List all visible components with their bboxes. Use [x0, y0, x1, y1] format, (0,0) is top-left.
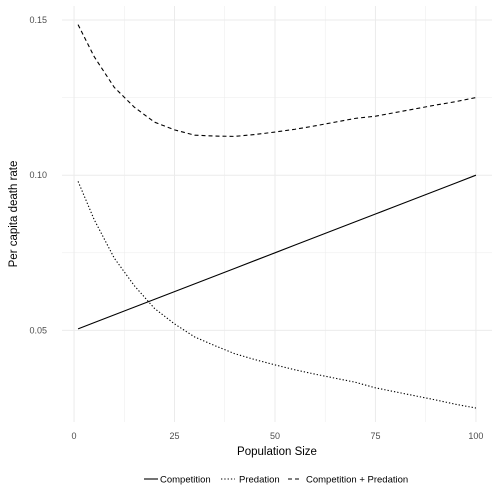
y-tick-label: 0.05	[29, 325, 47, 335]
y-tick-label: 0.15	[29, 15, 47, 25]
x-tick-label: 100	[468, 431, 483, 441]
x-tick-label: 25	[170, 431, 180, 441]
series-line-competition-predation	[77, 24, 477, 137]
series-line-predation	[77, 181, 477, 409]
x-tick-label: 0	[72, 431, 77, 441]
legend-label: Competition	[160, 475, 211, 486]
legend-label: Predation	[239, 475, 280, 486]
series-line-competition	[77, 174, 477, 330]
y-tick-label: 0.10	[29, 170, 47, 180]
grid	[62, 6, 492, 422]
x-tick-label: 75	[370, 431, 380, 441]
legend: Competition Predation Competition + Predat…	[144, 475, 408, 486]
x-tick-label: 50	[270, 431, 280, 441]
y-axis-title: Per capita death rate	[8, 161, 20, 268]
series-lines	[77, 24, 477, 409]
x-axis-title: Population Size	[237, 446, 317, 458]
tick-labels: 0 25 50 75 100 0.05 0.10 0.15	[29, 15, 483, 441]
legend-label: Competition + Predation	[306, 475, 408, 486]
